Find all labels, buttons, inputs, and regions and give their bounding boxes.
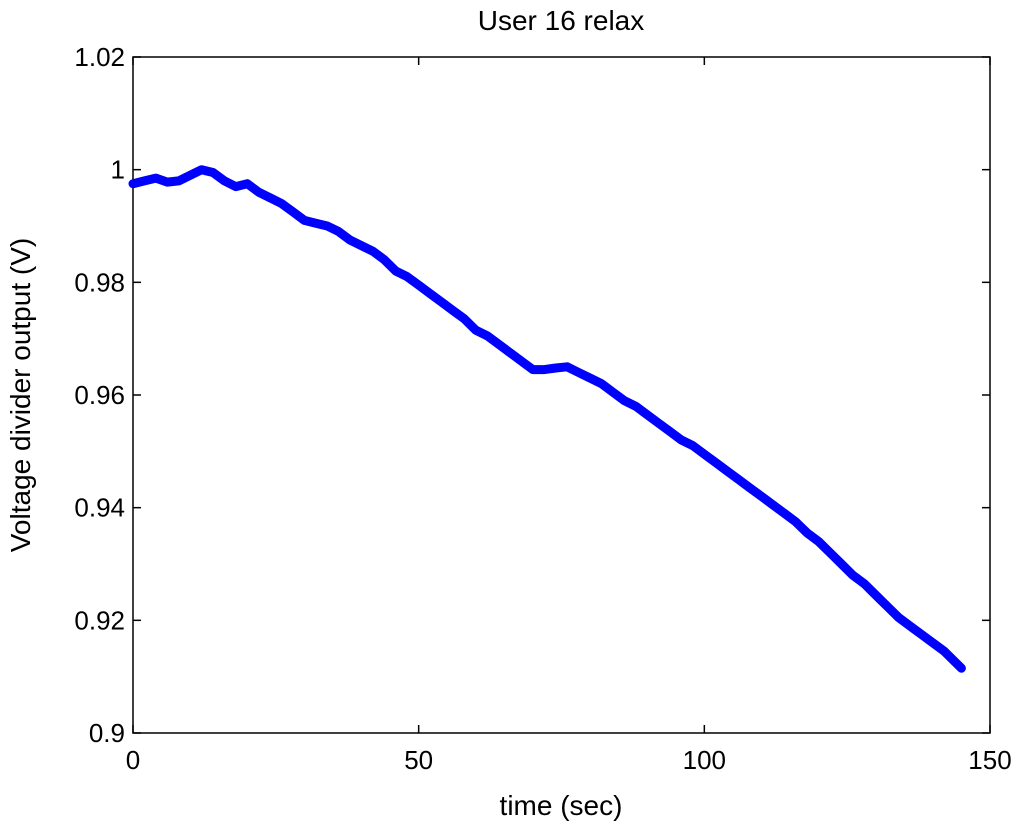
data-point — [598, 380, 605, 387]
y-axis-ticks: 0.9 0.92 0.94 0.96 0.98 1 1.02 — [74, 42, 990, 748]
data-point — [861, 580, 868, 587]
data-point — [884, 603, 891, 610]
data-point — [255, 189, 262, 196]
data-point — [484, 332, 491, 339]
data-point — [552, 365, 559, 371]
data-point — [712, 459, 719, 466]
data-point — [278, 200, 285, 207]
data-point — [461, 315, 468, 322]
x-tick-label: 100 — [683, 745, 726, 775]
data-point — [724, 468, 731, 475]
y-tick-label: 0.9 — [89, 718, 125, 748]
data-point — [507, 349, 514, 356]
data-point — [849, 572, 856, 579]
data-point — [164, 179, 171, 186]
data-point — [358, 242, 365, 249]
data-point — [518, 358, 525, 365]
series-layer — [128, 165, 966, 673]
data-point — [872, 592, 879, 598]
data-point — [667, 428, 674, 435]
data-point — [575, 369, 582, 376]
data-point — [609, 389, 616, 396]
x-axis-ticks: 0 50 100 150 — [126, 57, 1012, 775]
data-point — [735, 476, 742, 483]
data-point — [324, 223, 331, 229]
data-point — [689, 442, 696, 449]
data-point — [221, 177, 228, 184]
data-point — [381, 256, 388, 263]
data-point — [929, 639, 936, 646]
data-point — [941, 648, 948, 655]
data-point — [427, 290, 434, 297]
y-tick-label: 0.92 — [74, 605, 125, 635]
plot-area — [132, 56, 991, 734]
data-point — [438, 299, 445, 305]
data-point — [347, 237, 354, 244]
data-point — [335, 228, 342, 235]
data-point — [267, 194, 274, 201]
data-point — [701, 451, 708, 458]
data-point — [301, 217, 308, 224]
data-point — [958, 665, 965, 672]
data-point — [907, 623, 913, 629]
data-point — [895, 614, 902, 621]
data-point — [141, 177, 148, 184]
data-point — [312, 220, 319, 227]
data-point — [198, 166, 205, 173]
data-point — [621, 397, 628, 404]
y-axis-label: Voltage divider output (V) — [5, 238, 36, 552]
x-tick-label: 0 — [126, 745, 140, 775]
data-point — [404, 273, 411, 280]
data-point — [495, 341, 502, 348]
data-point — [541, 366, 548, 373]
data-point — [472, 327, 479, 334]
data-point — [792, 518, 799, 525]
data-point — [244, 180, 251, 187]
data-point — [644, 411, 651, 418]
x-axis-label: time (sec) — [500, 790, 623, 821]
data-point — [678, 437, 685, 444]
data-point — [529, 366, 536, 373]
y-tick-label: 0.98 — [74, 267, 125, 297]
data-point — [632, 403, 639, 410]
chart-title: User 16 relax — [478, 5, 645, 36]
data-point — [290, 208, 296, 215]
data-point — [758, 493, 765, 500]
data-point — [415, 282, 422, 289]
data-point — [769, 501, 776, 508]
data-point — [232, 183, 239, 190]
data-point — [152, 175, 159, 182]
data-point — [827, 549, 833, 556]
data-point — [655, 420, 662, 427]
x-tick-label: 50 — [404, 745, 433, 775]
data-point — [564, 363, 571, 370]
y-tick-label: 0.96 — [74, 380, 125, 410]
data-point — [781, 510, 788, 517]
data-point — [587, 375, 594, 382]
data-point — [392, 268, 399, 275]
data-point — [804, 530, 811, 536]
data-point — [210, 169, 216, 176]
y-tick-label: 1.02 — [74, 42, 125, 72]
data-point — [449, 307, 456, 314]
data-point — [952, 659, 959, 666]
data-point — [815, 538, 822, 545]
data-point — [370, 248, 376, 255]
data-point — [130, 180, 136, 187]
data-point — [175, 177, 182, 184]
data-point — [747, 485, 753, 491]
data-point — [918, 631, 925, 638]
y-tick-label: 1 — [111, 155, 125, 185]
x-tick-label: 150 — [968, 745, 1011, 775]
data-point — [838, 561, 845, 567]
y-tick-label: 0.94 — [74, 493, 125, 523]
data-point — [187, 172, 194, 179]
